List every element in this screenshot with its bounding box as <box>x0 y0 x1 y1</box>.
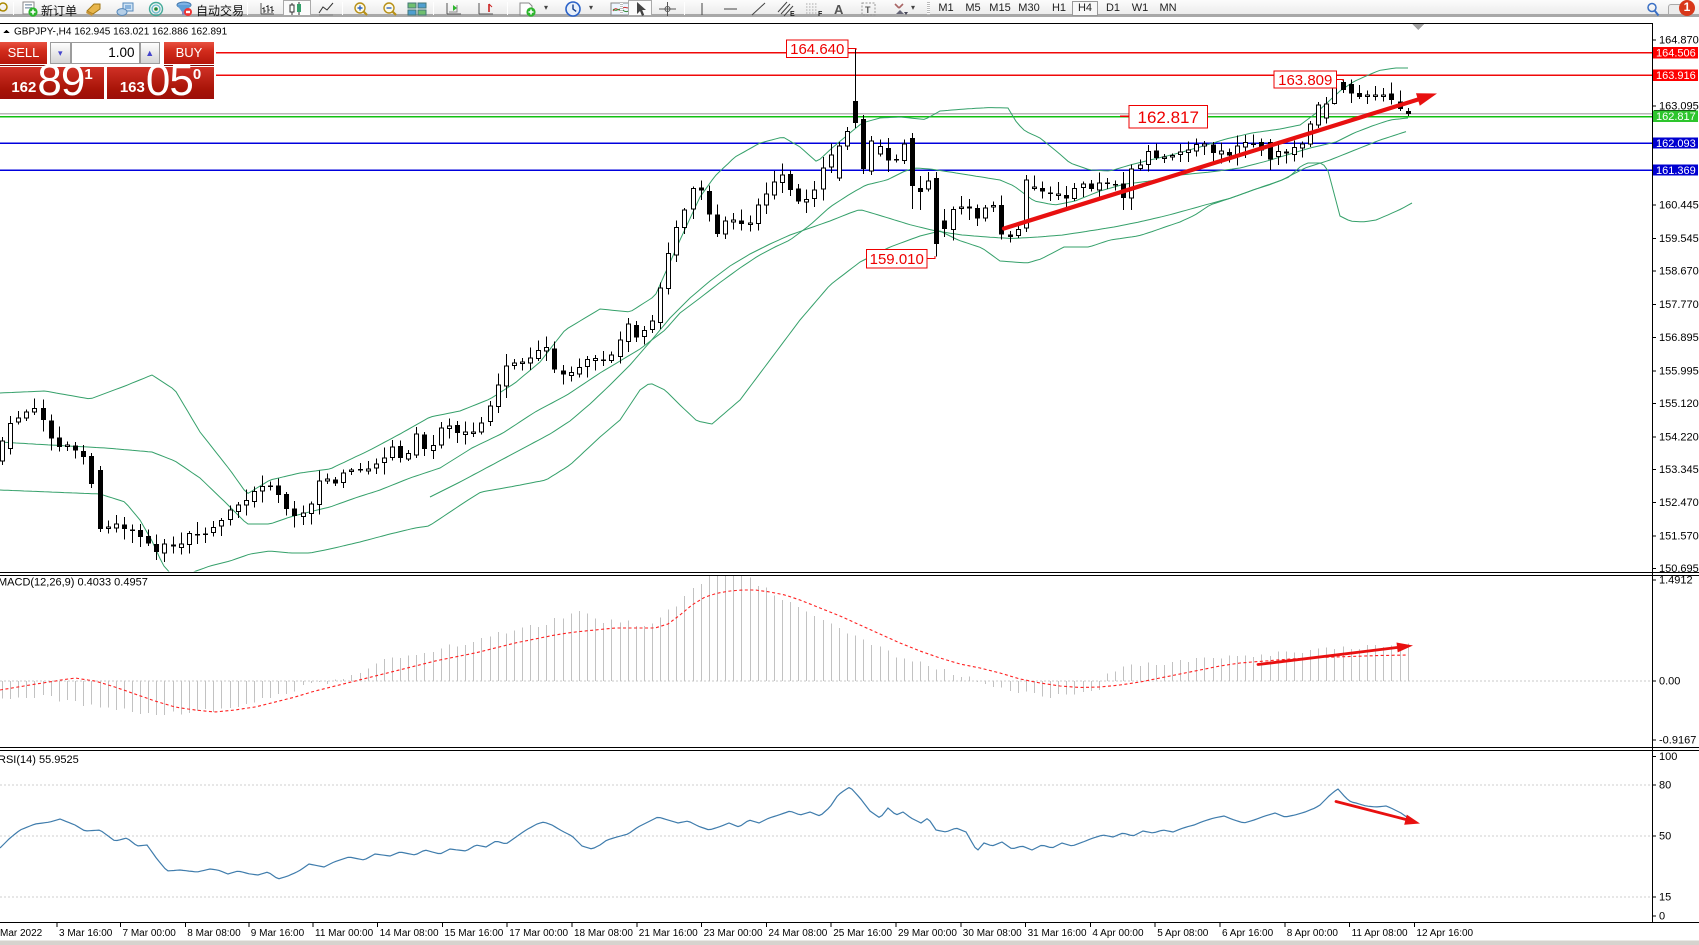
svg-text:E: E <box>790 11 795 17</box>
svg-text:50: 50 <box>1659 831 1671 843</box>
svg-text:T: T <box>865 5 871 15</box>
svg-text:MACD(12,26,9) 0.4033 0.4957: MACD(12,26,9) 0.4033 0.4957 <box>0 577 148 589</box>
svg-text:21 Mar 16:00: 21 Mar 16:00 <box>639 928 698 939</box>
svg-text:163.916: 163.916 <box>1656 70 1696 82</box>
svg-text:160.445: 160.445 <box>1659 199 1699 211</box>
svg-text:164.640: 164.640 <box>790 41 844 58</box>
svg-text:11 Mar 00:00: 11 Mar 00:00 <box>315 928 374 939</box>
svg-text:100: 100 <box>1659 751 1677 763</box>
svg-text:164.506: 164.506 <box>1656 47 1696 59</box>
svg-text:159.010: 159.010 <box>870 251 924 268</box>
svg-text:18 Mar 08:00: 18 Mar 08:00 <box>574 928 633 939</box>
svg-text:30 Mar 08:00: 30 Mar 08:00 <box>963 928 1022 939</box>
svg-text:156.895: 156.895 <box>1659 332 1699 344</box>
svg-text:9 Mar 16:00: 9 Mar 16:00 <box>251 928 305 939</box>
svg-text:25 Mar 16:00: 25 Mar 16:00 <box>833 928 892 939</box>
svg-text:1.4912: 1.4912 <box>1659 575 1693 587</box>
svg-text:154.220: 154.220 <box>1659 432 1699 444</box>
svg-text:8 Mar 08:00: 8 Mar 08:00 <box>187 928 241 939</box>
svg-text:159.545: 159.545 <box>1659 233 1699 245</box>
svg-text:29 Mar 00:00: 29 Mar 00:00 <box>898 928 957 939</box>
svg-text:151.570: 151.570 <box>1659 530 1699 542</box>
svg-text:163.095: 163.095 <box>1659 101 1699 113</box>
svg-text:0: 0 <box>1659 911 1665 923</box>
svg-text:23 Mar 00:00: 23 Mar 00:00 <box>704 928 763 939</box>
svg-text:157.770: 157.770 <box>1659 299 1699 311</box>
svg-text:12 Apr 16:00: 12 Apr 16:00 <box>1416 928 1473 939</box>
svg-text:155.120: 155.120 <box>1659 398 1699 410</box>
svg-text:15 Mar 16:00: 15 Mar 16:00 <box>444 928 503 939</box>
svg-text:162.093: 162.093 <box>1656 138 1696 150</box>
svg-text:3 Mar 16:00: 3 Mar 16:00 <box>59 928 113 939</box>
svg-text:15: 15 <box>1659 892 1671 904</box>
svg-text:164.870: 164.870 <box>1659 34 1699 46</box>
svg-text:153.345: 153.345 <box>1659 464 1699 476</box>
svg-text:7 Mar 00:00: 7 Mar 00:00 <box>123 928 177 939</box>
svg-text:80: 80 <box>1659 780 1671 792</box>
svg-text:14 Mar 08:00: 14 Mar 08:00 <box>380 928 439 939</box>
svg-text:Mar 2022: Mar 2022 <box>0 928 43 939</box>
svg-text:0.00: 0.00 <box>1659 676 1680 688</box>
svg-text:163.809: 163.809 <box>1278 72 1332 89</box>
svg-text:5 Apr 08:00: 5 Apr 08:00 <box>1157 928 1209 939</box>
svg-text:150.695: 150.695 <box>1659 563 1699 575</box>
svg-text:158.670: 158.670 <box>1659 266 1699 278</box>
svg-text:F: F <box>818 11 823 17</box>
svg-text:RSI(14) 55.9525: RSI(14) 55.9525 <box>0 754 79 766</box>
svg-text:24 Mar 08:00: 24 Mar 08:00 <box>768 928 827 939</box>
svg-text:31 Mar 16:00: 31 Mar 16:00 <box>1028 928 1087 939</box>
svg-text:152.470: 152.470 <box>1659 497 1699 509</box>
svg-text:6 Apr 16:00: 6 Apr 16:00 <box>1222 928 1274 939</box>
svg-text:11 Apr 08:00: 11 Apr 08:00 <box>1352 928 1408 939</box>
svg-text:155.995: 155.995 <box>1659 365 1699 377</box>
svg-text:-0.9167: -0.9167 <box>1659 735 1696 747</box>
svg-text:162.817: 162.817 <box>1138 108 1199 127</box>
svg-text:GBPJPY-,H4 162.945 163.021 16: GBPJPY-,H4 162.945 163.021 162.886 162.8… <box>14 27 228 38</box>
svg-text:162.817: 162.817 <box>1656 111 1696 123</box>
svg-text:161.369: 161.369 <box>1656 165 1696 177</box>
svg-text:4 Apr 00:00: 4 Apr 00:00 <box>1092 928 1144 939</box>
svg-text:8 Apr 00:00: 8 Apr 00:00 <box>1287 928 1339 939</box>
svg-text:17 Mar 00:00: 17 Mar 00:00 <box>509 928 568 939</box>
